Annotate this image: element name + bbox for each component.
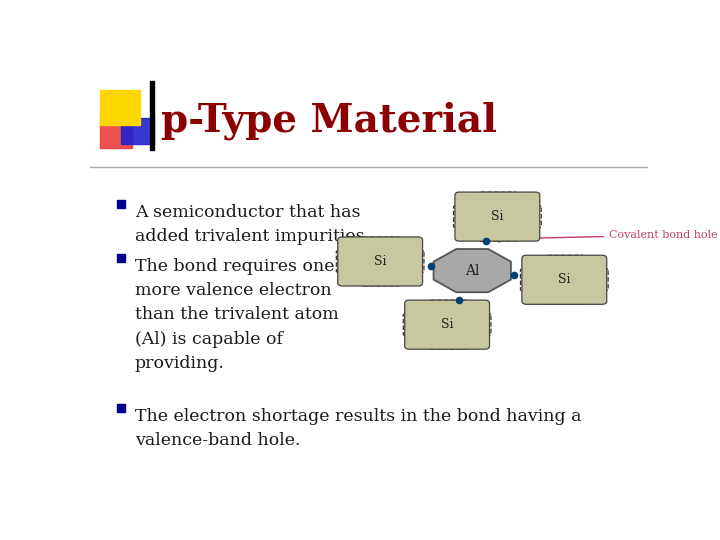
FancyBboxPatch shape: [455, 192, 540, 241]
FancyBboxPatch shape: [522, 255, 607, 305]
Text: Si: Si: [491, 210, 503, 223]
FancyBboxPatch shape: [338, 237, 423, 286]
Text: Si: Si: [558, 273, 570, 286]
Bar: [150, 82, 153, 150]
Text: A semiconductor that has
added trivalent impurities.: A semiconductor that has added trivalent…: [135, 204, 370, 245]
Text: p-Type Material: p-Type Material: [161, 102, 498, 140]
Text: Covalent bond hole: Covalent bond hole: [493, 230, 718, 242]
Bar: [100, 118, 132, 148]
Polygon shape: [433, 249, 511, 292]
Text: Si: Si: [374, 255, 387, 268]
Text: Al: Al: [465, 264, 480, 278]
Text: Si: Si: [441, 318, 454, 331]
Text: The electron shortage results in the bond having a
valence-band hole.: The electron shortage results in the bon…: [135, 408, 581, 449]
Bar: [100, 90, 140, 125]
FancyBboxPatch shape: [405, 300, 490, 349]
Text: The bond requires one
more valence electron
than the trivalent atom
(Al) is capa: The bond requires one more valence elect…: [135, 258, 338, 372]
Bar: [121, 118, 153, 144]
